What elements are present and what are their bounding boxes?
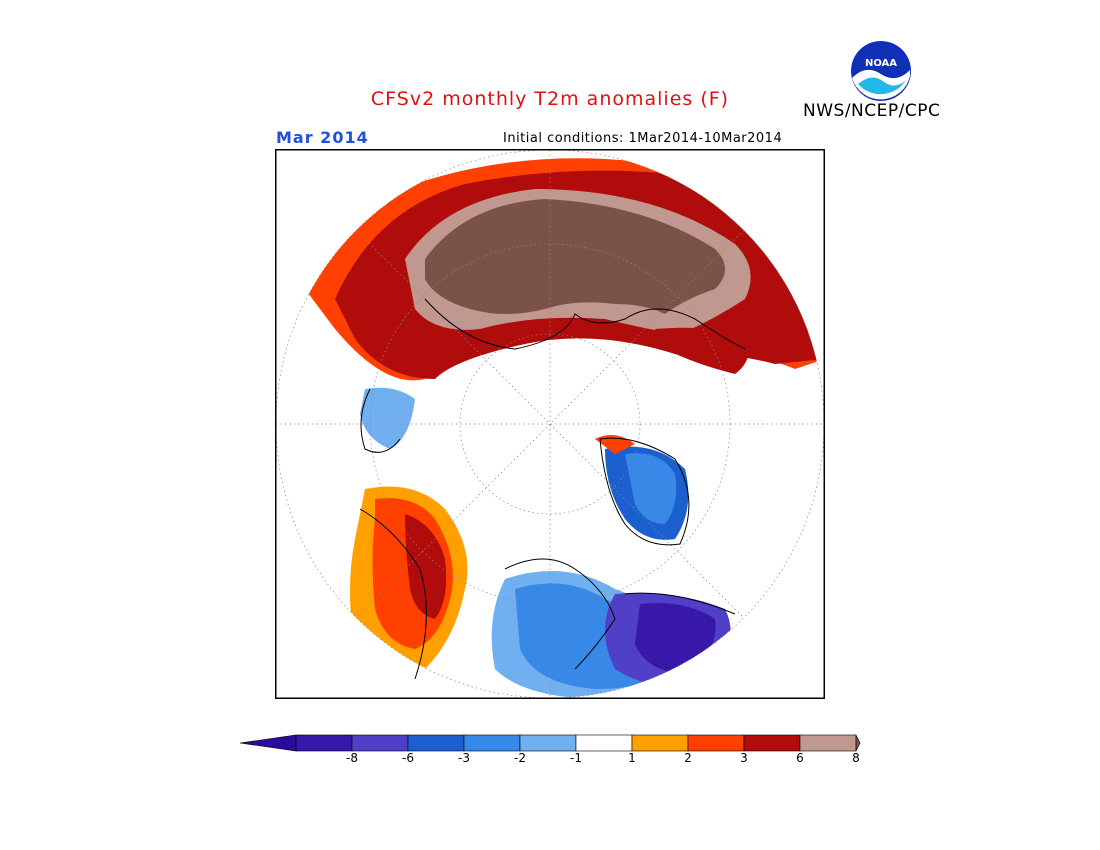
chart-title: CFSv2 monthly T2m anomalies (F) [370, 88, 730, 110]
initial-conditions: Initial conditions: 1Mar2014-10Mar2014 [503, 131, 783, 146]
legend-swatch [743, 734, 801, 752]
legend-swatch [799, 734, 857, 752]
forecast-month: Mar 2014 [276, 128, 369, 147]
legend-arrow-high [855, 734, 861, 752]
logo-text: NOAA [865, 58, 897, 69]
legend-tick-label: -1 [570, 751, 582, 765]
region-scandinavia-cool [360, 387, 415, 449]
region-greenland-light [625, 453, 677, 524]
legend-swatch [519, 734, 577, 752]
legend-swatch [575, 734, 633, 752]
coastlines [359, 298, 746, 680]
legend-tick-label: -6 [402, 751, 414, 765]
legend-swatch [687, 734, 745, 752]
legend-swatch [463, 734, 521, 752]
agency-label: NWS/NCEP/CPC [803, 101, 941, 121]
legend-tick-label: 2 [684, 751, 692, 765]
legend-swatch [295, 734, 353, 752]
region-east-asia-warm [655, 327, 749, 374]
legend-tick-label: -2 [514, 751, 526, 765]
region-siberia-gt8 [425, 199, 725, 314]
region-alaska-6to8 [405, 514, 447, 619]
legend-tick-label: 3 [740, 751, 748, 765]
legend-swatch [407, 734, 465, 752]
color-legend [239, 734, 861, 752]
legend-swatch [631, 734, 689, 752]
legend-tick-label: -8 [346, 751, 358, 765]
legend-arrow-low [239, 734, 297, 752]
legend-tick-label: 6 [796, 751, 804, 765]
region-greenland-coast-warm [595, 435, 635, 454]
legend-tick-label: 1 [628, 751, 636, 765]
legend-swatch [351, 734, 409, 752]
noaa-logo: NOAA [851, 41, 911, 101]
legend-tick-label: 8 [852, 751, 860, 765]
polar-map [275, 149, 825, 699]
legend-tick-label: -3 [458, 751, 470, 765]
